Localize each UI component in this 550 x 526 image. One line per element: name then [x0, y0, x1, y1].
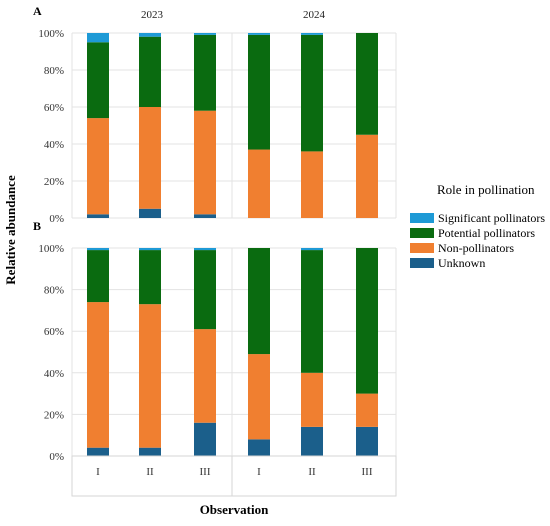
y-tick-label: 20% [44, 409, 64, 421]
y-tick-label: 0% [49, 451, 64, 463]
legend-label: Significant pollinators [438, 211, 545, 225]
year-label-2023: 2023 [141, 9, 164, 21]
bar-segment-significant-pollinators [87, 248, 109, 251]
bar-segment-potential-pollinators [194, 250, 216, 330]
x-tick-label: II [146, 466, 154, 478]
bar-segment-unknown [139, 447, 161, 456]
bar-segment-potential-pollinators [87, 42, 109, 119]
panel-label-A: A [33, 4, 42, 18]
bar-segment-unknown [194, 214, 216, 218]
bar-segment-non-pollinators [194, 110, 216, 215]
bar-segment-non-pollinators [301, 372, 323, 427]
bar-segment-non-pollinators [87, 118, 109, 215]
bar-segment-potential-pollinators [301, 250, 323, 373]
bar-segment-potential-pollinators [356, 248, 378, 394]
x-axis-title: Observation [200, 502, 269, 517]
bar-segment-non-pollinators [139, 107, 161, 209]
bar-segment-non-pollinators [194, 329, 216, 423]
y-tick-label: 60% [44, 102, 64, 114]
x-tick-label: III [200, 466, 211, 478]
bar-segment-potential-pollinators [194, 34, 216, 111]
bar-segment-significant-pollinators [248, 33, 270, 35]
bar-segment-non-pollinators [301, 151, 323, 218]
bar-segment-unknown [139, 208, 161, 218]
bar-segment-potential-pollinators [248, 34, 270, 150]
bar-segment-significant-pollinators [301, 33, 323, 35]
y-tick-label: 20% [44, 176, 64, 188]
bar-segment-unknown [87, 214, 109, 218]
y-tick-label: 100% [38, 28, 64, 40]
bar-segment-significant-pollinators [301, 248, 323, 251]
legend-swatch-potential-pollinators [410, 228, 434, 238]
y-axis-title: Relative abundance [3, 175, 18, 285]
bar-segment-non-pollinators [87, 302, 109, 448]
bar-segment-potential-pollinators [139, 36, 161, 108]
bar-segment-unknown [356, 426, 378, 456]
bar-segment-significant-pollinators [194, 248, 216, 251]
bar-segment-significant-pollinators [139, 248, 161, 251]
bar-segment-non-pollinators [248, 149, 270, 218]
bar-segment-potential-pollinators [87, 250, 109, 303]
year-label-2024: 2024 [303, 9, 326, 21]
y-tick-label: 0% [49, 213, 64, 225]
bar-segment-potential-pollinators [301, 34, 323, 152]
y-tick-label: 80% [44, 65, 64, 77]
legend-label: Non-pollinators [438, 241, 514, 255]
bar-segment-non-pollinators [139, 304, 161, 448]
x-tick-label: II [308, 466, 316, 478]
legend-label: Unknown [438, 256, 485, 270]
bar-segment-unknown [301, 426, 323, 456]
y-tick-label: 60% [44, 326, 64, 338]
bar-segment-non-pollinators [356, 393, 378, 427]
x-tick-label: I [257, 466, 261, 478]
y-tick-label: 100% [38, 243, 64, 255]
y-tick-label: 40% [44, 368, 64, 380]
bar-segment-unknown [194, 422, 216, 456]
bar-segment-potential-pollinators [139, 250, 161, 305]
bar-segment-potential-pollinators [248, 248, 270, 355]
x-tick-label: III [362, 466, 373, 478]
bar-segment-significant-pollinators [139, 33, 161, 37]
legend-title: Role in pollination [437, 182, 535, 197]
x-tick-label: I [96, 466, 100, 478]
bar-segment-significant-pollinators [87, 33, 109, 43]
bar-segment-non-pollinators [356, 134, 378, 218]
panel-label-B: B [33, 219, 41, 233]
legend-swatch-significant-pollinators [410, 213, 434, 223]
bar-segment-potential-pollinators [356, 33, 378, 135]
bar-segment-unknown [248, 439, 270, 456]
bar-segment-unknown [87, 447, 109, 456]
y-tick-label: 40% [44, 139, 64, 151]
bar-segment-non-pollinators [248, 354, 270, 440]
legend-swatch-non-pollinators [410, 243, 434, 253]
legend-label: Potential pollinators [438, 226, 535, 240]
x-category-box [71, 455, 397, 497]
bar-segment-significant-pollinators [194, 33, 216, 35]
y-tick-label: 80% [44, 285, 64, 297]
legend-swatch-unknown [410, 258, 434, 268]
